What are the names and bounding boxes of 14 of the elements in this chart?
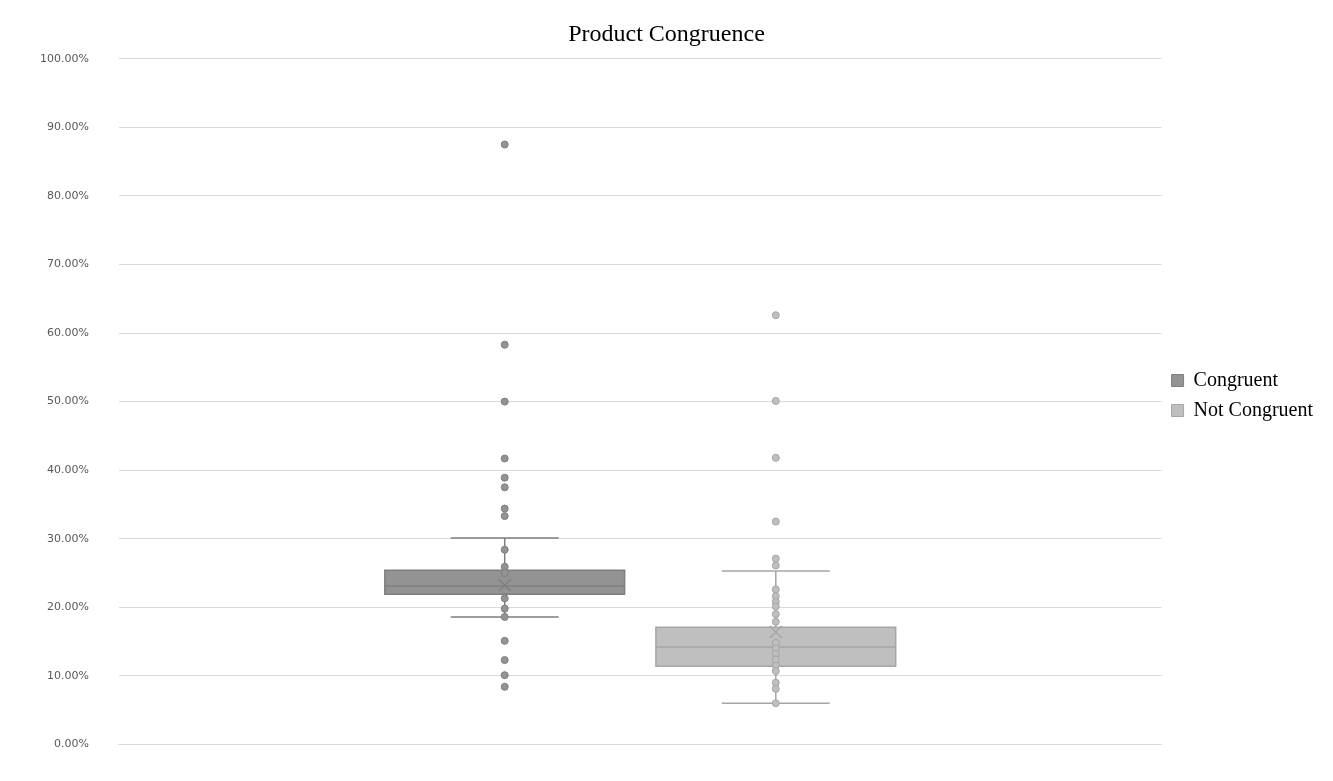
- y-tick-label: 30.00%: [46, 531, 89, 545]
- y-tick-label: 60.00%: [46, 325, 89, 339]
- y-tick-label: 90.00%: [46, 120, 89, 134]
- y-tick-label: 100.00%: [39, 51, 89, 65]
- y-tick-label: 0.00%: [53, 737, 89, 751]
- y-tick-label: 20.00%: [46, 600, 89, 614]
- legend-label: Congruent: [1193, 367, 1279, 391]
- chart-title: Product Congruence: [568, 19, 765, 46]
- y-tick-label: 10.00%: [46, 668, 89, 682]
- y-tick-label: 40.00%: [46, 463, 89, 477]
- y-tick-label: 70.00%: [46, 257, 89, 271]
- y-tick-label: 50.00%: [46, 394, 89, 408]
- y-tick-label: 80.00%: [46, 188, 89, 202]
- legend-label: Not Congruent: [1193, 397, 1314, 421]
